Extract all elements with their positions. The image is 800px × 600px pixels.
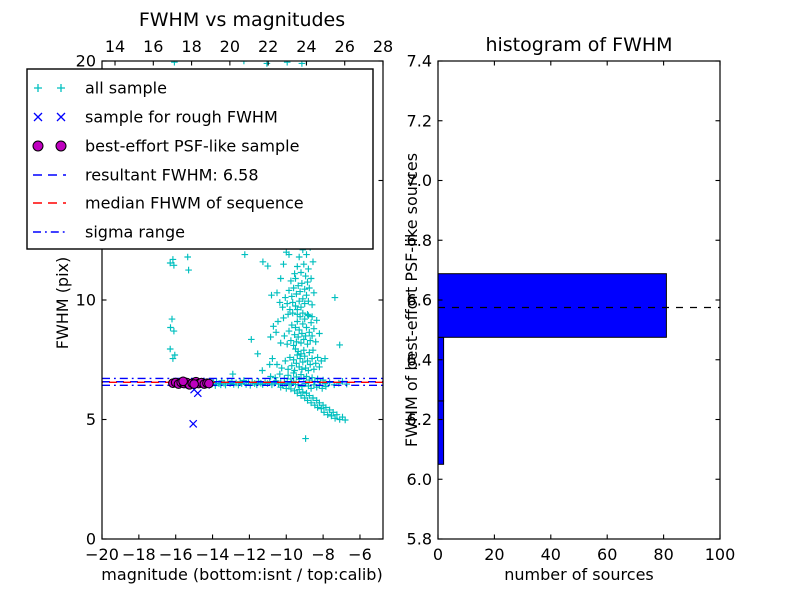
tick-label: −8 — [311, 545, 335, 564]
tick-label: 5 — [86, 410, 96, 429]
tick-label: 24 — [296, 37, 316, 56]
tick-label: −6 — [348, 545, 372, 564]
tick-label: −16 — [159, 545, 193, 564]
tick-label: 6.0 — [407, 470, 432, 489]
histogram-bar — [437, 400, 445, 465]
tick-label: 6.6 — [407, 291, 432, 310]
scatter-plot-content — [102, 61, 383, 442]
tick-label: 40 — [541, 545, 561, 564]
tick-label: 28 — [373, 37, 393, 56]
tick-label: 20 — [484, 545, 504, 564]
scatter-yaxis-label: FWHM (pix) — [53, 257, 72, 350]
tick-label: 6.2 — [407, 410, 432, 429]
legend-marker-sample-for-rough-fwhm — [33, 112, 43, 122]
tick-label: 22 — [258, 37, 278, 56]
legend-label: median FHWM of sequence — [85, 194, 304, 213]
tick-label: 6.4 — [407, 350, 432, 369]
tick-label: 20 — [220, 37, 240, 56]
legend-box: all sample sample for rough FWHM best-effo… — [26, 68, 374, 250]
tick-label: 7.2 — [407, 111, 432, 130]
tick-label: −10 — [269, 545, 303, 564]
legend-marker-sample-for-rough-fwhm — [56, 112, 66, 122]
legend-marker-all-sample — [34, 84, 42, 92]
scatter-xaxis-label: magnitude (bottom:isnt / top:calib) — [101, 565, 382, 584]
tick-label: 7.4 — [407, 52, 432, 71]
legend-label: sample for rough FWHM — [85, 108, 278, 127]
tick-label: 60 — [597, 545, 617, 564]
tick-label: 10 — [76, 291, 96, 310]
tick-label: 26 — [335, 37, 355, 56]
legend-label: best-effort PSF-like sample — [85, 137, 299, 156]
scatter-title: FWHM vs magnitudes — [139, 9, 345, 31]
tick-label: 18 — [181, 37, 201, 56]
histogram-axes: 0 20 40 60 80 100 5.8 6.0 6.2 6.4 6.6 6.8 7.0 7.2 7.4 — [407, 52, 736, 565]
tick-label: 80 — [653, 545, 673, 564]
tick-label: 7.0 — [407, 171, 432, 190]
tick-label: −12 — [233, 545, 267, 564]
tick-label: 5.8 — [407, 530, 432, 549]
tick-label: 14 — [105, 37, 125, 56]
histogram-yaxis-label: FWHM of best-effort PSF-like sources — [402, 153, 421, 447]
tick-label: 100 — [705, 545, 736, 564]
legend-frame — [26, 68, 374, 250]
tick-label: 0 — [86, 530, 96, 549]
tick-label: 0 — [433, 545, 443, 564]
tick-label: 6.8 — [407, 231, 432, 250]
legend-label: sigma range — [85, 223, 185, 242]
legend-marker-all-sample — [57, 84, 65, 92]
tick-label: −18 — [122, 545, 156, 564]
histogram-plot-content — [437, 273, 720, 465]
histogram-bar — [437, 336, 445, 402]
histogram-title: histogram of FWHM — [485, 34, 672, 56]
tick-label: −14 — [196, 545, 230, 564]
legend-marker-best-effort-psf-like-sample — [32, 140, 44, 152]
legend-label: all sample — [85, 79, 167, 98]
legend-label: resultant FWHM: 6.58 — [85, 166, 259, 185]
legend-marker-best-effort-psf-like-sample — [55, 140, 67, 152]
tick-label: 16 — [143, 37, 163, 56]
tick-label: −20 — [85, 545, 119, 564]
histogram-bar — [437, 273, 667, 338]
scatter-axes: −20 −18 −16 −14 −12 −10 −8 −6 14 16 18 20 22 24 26 28 0 5… — [76, 37, 394, 564]
histogram-xaxis-label: number of sources — [504, 565, 654, 584]
psf-sample-points — [168, 376, 214, 390]
tick-label: 20 — [76, 52, 96, 71]
